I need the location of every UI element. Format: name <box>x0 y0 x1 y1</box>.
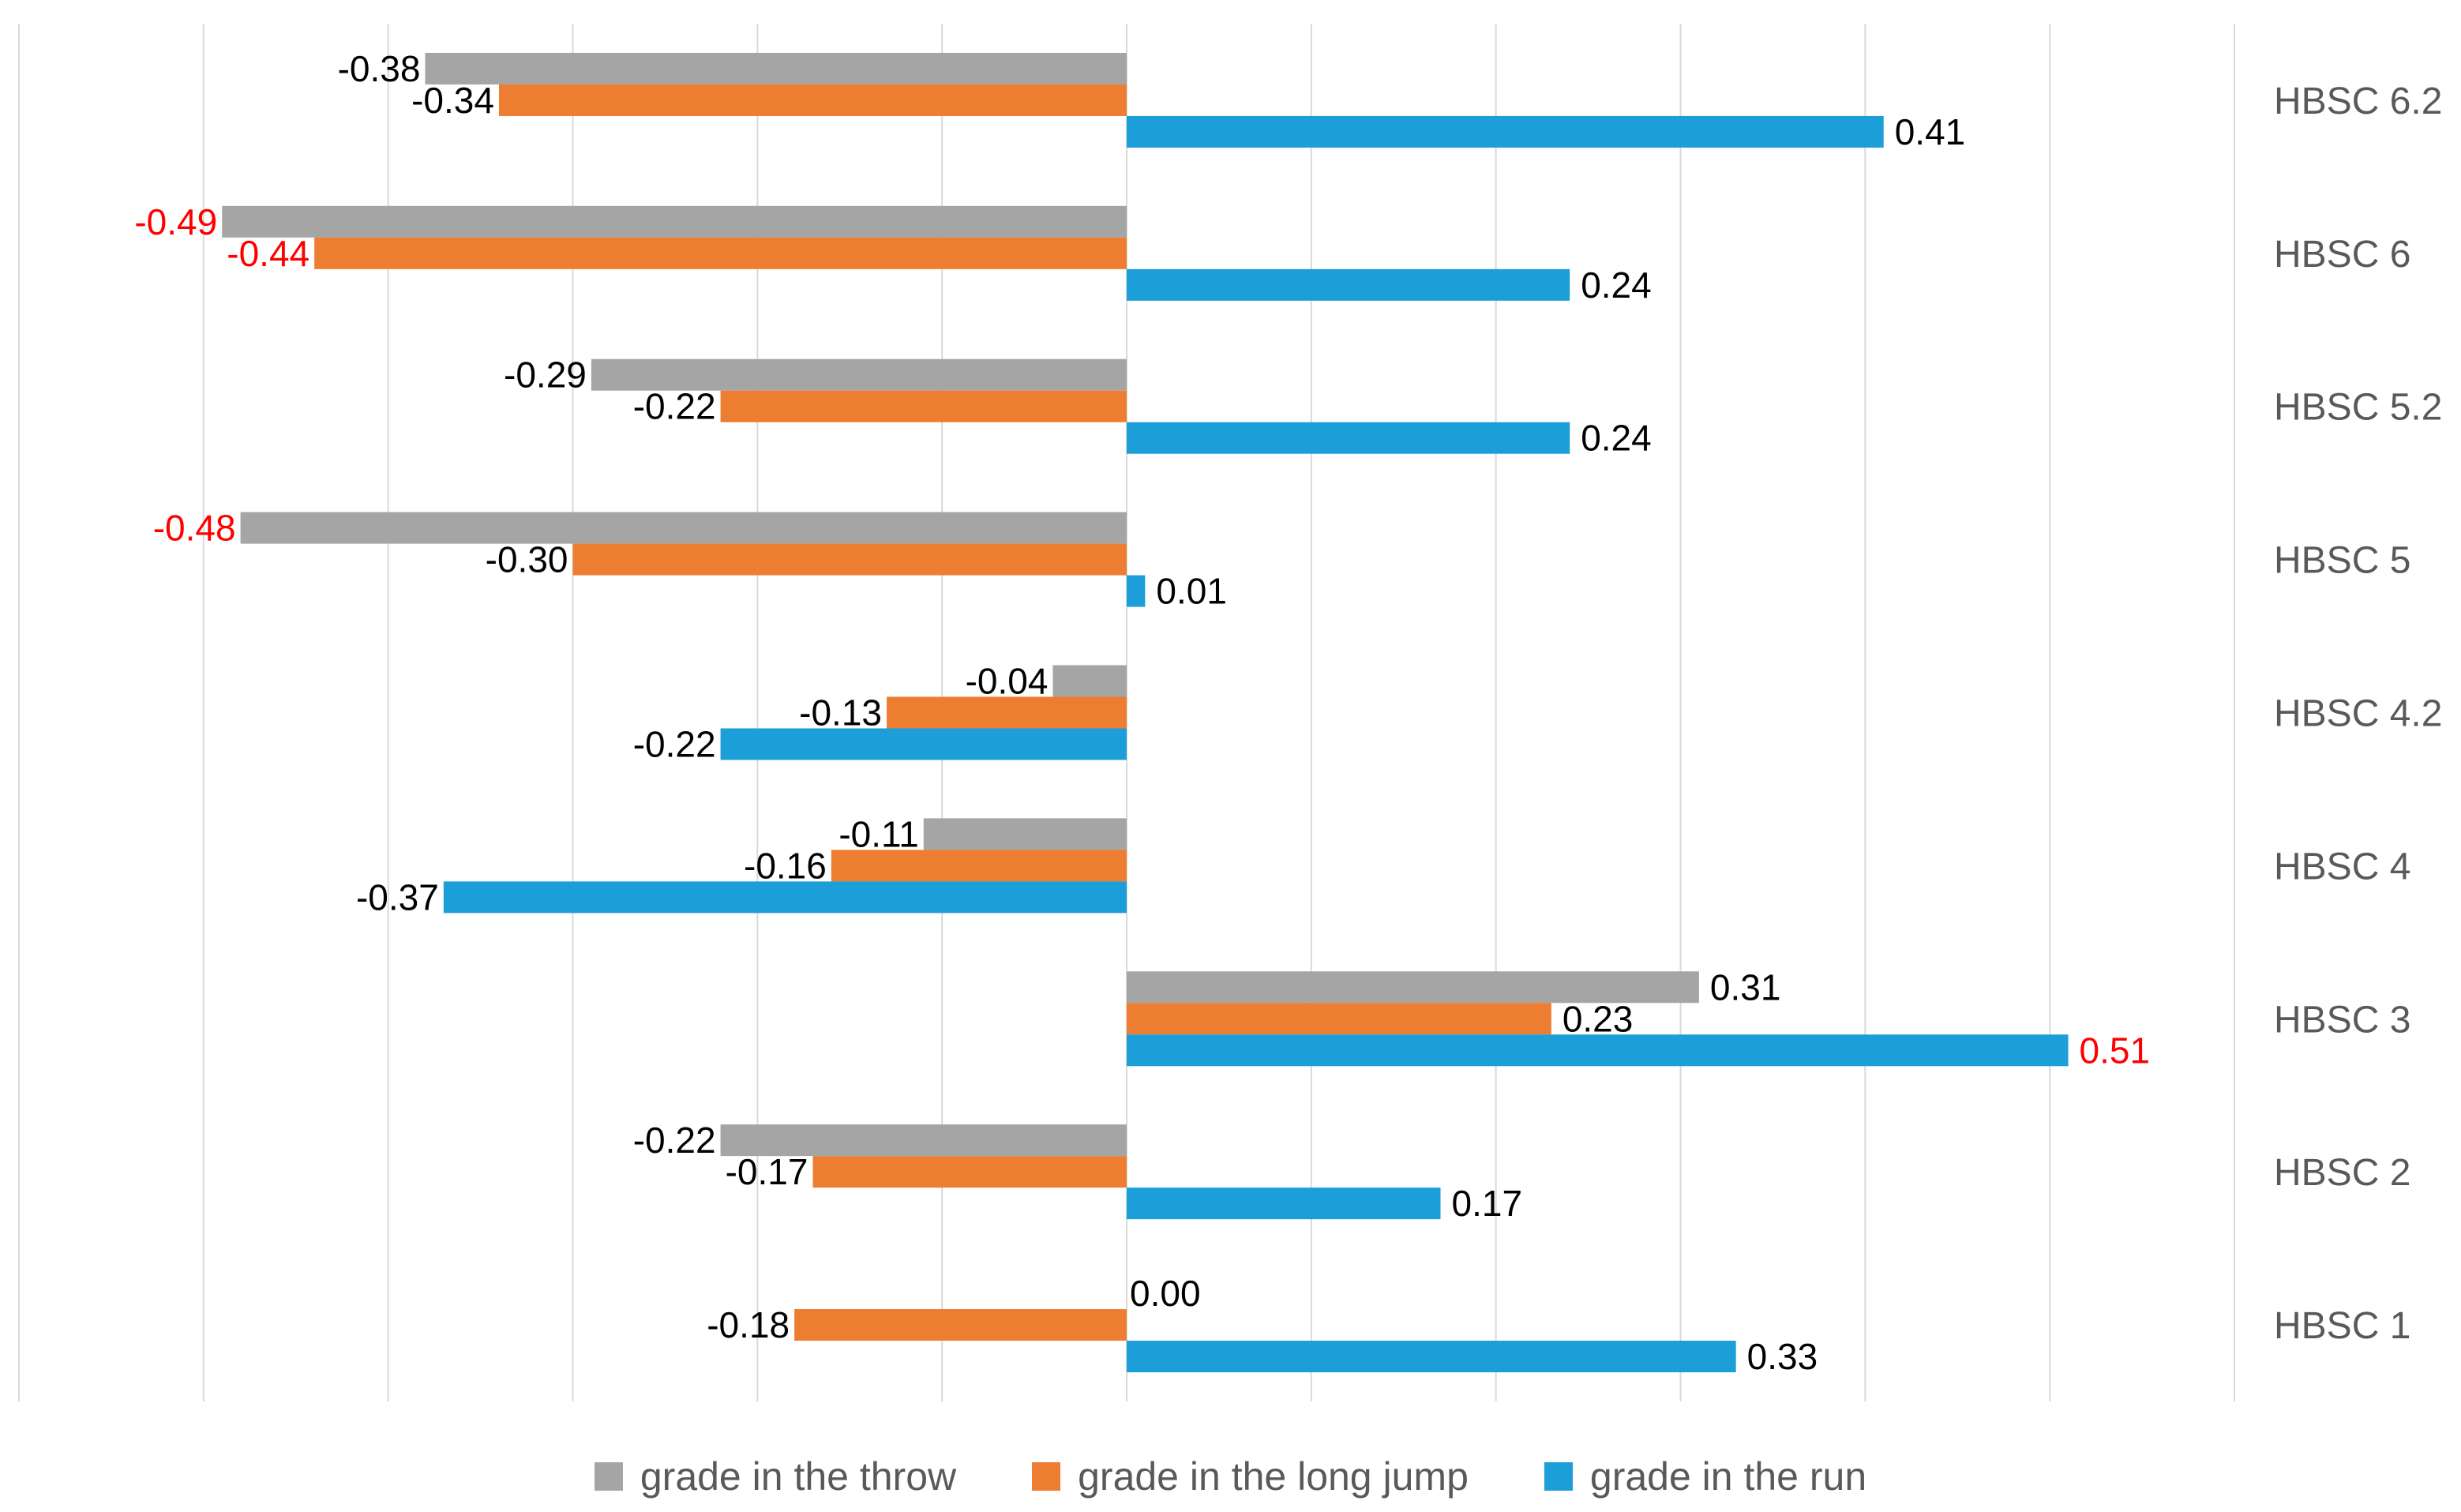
legend: grade in the throw grade in the long jum… <box>0 1445 2461 1508</box>
data-label: 0.33 <box>1747 1336 1818 1377</box>
data-label: 0.31 <box>1710 966 1781 1007</box>
data-label: 0.23 <box>1563 998 1634 1039</box>
legend-item-run: grade in the run <box>1544 1454 1866 1499</box>
category-label: HBSC 6.2 <box>2274 81 2442 122</box>
legend-swatch-long-jump <box>1032 1462 1061 1491</box>
bar <box>314 237 1127 269</box>
data-label: -0.30 <box>486 539 568 580</box>
data-label: 0.41 <box>1895 111 1966 152</box>
data-label: -0.22 <box>633 1120 716 1161</box>
bar <box>887 696 1127 729</box>
data-label: -0.38 <box>338 48 421 89</box>
data-label: -0.49 <box>134 201 217 242</box>
legend-item-throw: grade in the throw <box>594 1454 957 1499</box>
category-label: HBSC 1 <box>2274 1305 2410 1347</box>
category-label: HBSC 5.2 <box>2274 387 2442 429</box>
legend-swatch-run <box>1544 1462 1573 1491</box>
category-label: HBSC 6 <box>2274 234 2410 276</box>
data-label: -0.22 <box>633 386 716 427</box>
bar <box>443 881 1127 914</box>
bar <box>1127 1341 1736 1373</box>
bar <box>1127 115 1884 148</box>
bar <box>1052 665 1127 697</box>
bar <box>572 543 1127 576</box>
data-label: -0.16 <box>744 845 827 886</box>
bar <box>425 52 1127 84</box>
bar <box>923 818 1127 850</box>
data-label: -0.13 <box>799 692 882 733</box>
category-label: HBSC 4 <box>2274 846 2410 887</box>
bar <box>812 1156 1127 1188</box>
value-labels: 0.00-0.180.33-0.22-0.170.170.310.230.51-… <box>134 48 2150 1377</box>
bar <box>240 512 1127 544</box>
bar <box>222 205 1127 238</box>
legend-swatch-throw <box>594 1462 623 1491</box>
bar <box>1127 1187 1441 1220</box>
bar <box>720 390 1127 422</box>
data-label: -0.48 <box>153 508 236 549</box>
legend-label-long-jump: grade in the long jump <box>1078 1454 1469 1499</box>
category-label: HBSC 4.2 <box>2274 693 2442 735</box>
legend-label-throw: grade in the throw <box>640 1454 957 1499</box>
data-label: 0.51 <box>2080 1030 2151 1071</box>
data-label: -0.29 <box>504 355 587 396</box>
bar <box>831 850 1127 882</box>
data-label: -0.22 <box>633 724 716 765</box>
bar <box>498 84 1127 116</box>
data-label: 0.01 <box>1156 571 1227 612</box>
data-label: -0.44 <box>227 233 310 274</box>
bar <box>1127 422 1570 454</box>
category-label: HBSC 3 <box>2274 999 2410 1041</box>
bar <box>720 1124 1127 1157</box>
bars <box>222 52 2069 1373</box>
data-label: 0.24 <box>1581 418 1652 459</box>
bar <box>1127 575 1146 607</box>
data-label: -0.34 <box>411 80 494 121</box>
legend-item-long-jump: grade in the long jump <box>1032 1454 1469 1499</box>
data-label: 0.24 <box>1581 265 1652 306</box>
bar <box>720 728 1127 760</box>
data-label: 0.17 <box>1452 1183 1523 1224</box>
bar <box>1127 971 1699 1004</box>
category-label: HBSC 5 <box>2274 540 2410 582</box>
data-label: -0.04 <box>966 661 1049 702</box>
category-label: HBSC 2 <box>2274 1152 2410 1194</box>
data-label: -0.17 <box>726 1151 808 1192</box>
bar <box>591 358 1127 391</box>
data-label: -0.37 <box>356 876 439 917</box>
bar <box>1127 1003 1551 1035</box>
bar <box>1127 268 1570 301</box>
bar <box>794 1309 1127 1341</box>
data-label: -0.11 <box>838 813 918 854</box>
data-label: -0.18 <box>707 1304 790 1345</box>
data-label: 0.00 <box>1130 1273 1201 1314</box>
category-labels: HBSC 1 HBSC 2 HBSC 3 HBSC 4 HBSC 4.2 HBSC 5 HB… <box>2274 81 2442 1347</box>
legend-label-run: grade in the run <box>1589 1454 1867 1499</box>
bar <box>1127 1034 2069 1067</box>
